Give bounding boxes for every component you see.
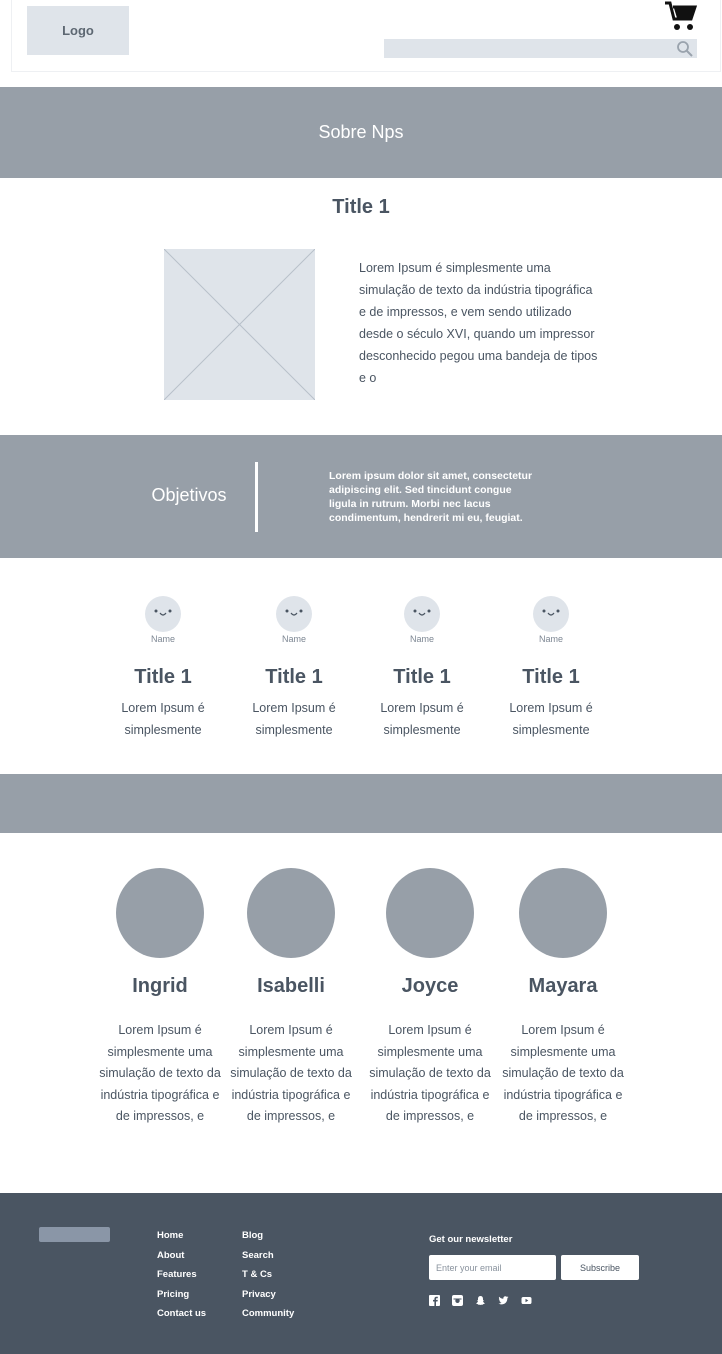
feature-card: Name Title 1 Lorem Ipsum é simplesmente bbox=[98, 596, 228, 741]
member-text: Lorem Ipsum é simplesmente uma simulação… bbox=[230, 1023, 352, 1123]
snapchat-icon[interactable] bbox=[475, 1295, 486, 1306]
instagram-icon[interactable] bbox=[452, 1295, 463, 1306]
footer-link-community[interactable]: Community bbox=[242, 1308, 295, 1319]
site-footer: Home About Features Pricing Contact us B… bbox=[0, 1193, 722, 1354]
twitter-icon[interactable] bbox=[498, 1295, 509, 1306]
footer-link-features[interactable]: Features bbox=[157, 1269, 197, 1280]
objectives-divider bbox=[255, 462, 258, 532]
divider-band bbox=[0, 774, 722, 833]
shopping-cart-icon[interactable] bbox=[663, 0, 697, 32]
subscribe-button[interactable]: Subscribe bbox=[561, 1255, 639, 1280]
team-member: Isabelli Lorem Ipsum é simplesmente uma … bbox=[227, 868, 355, 1128]
newsletter-label: Get our newsletter bbox=[429, 1234, 513, 1245]
footer-link-contact[interactable]: Contact us bbox=[157, 1308, 207, 1319]
image-placeholder bbox=[164, 249, 315, 400]
feature-name: Name bbox=[281, 634, 306, 644]
team-member: Ingrid Lorem Ipsum é simplesmente uma si… bbox=[96, 868, 224, 1128]
avatar bbox=[247, 868, 335, 958]
avatar bbox=[404, 596, 440, 632]
avatar bbox=[276, 596, 312, 632]
footer-logo[interactable] bbox=[39, 1227, 110, 1242]
footer-link-blog[interactable]: Blog bbox=[242, 1230, 264, 1241]
feature-title: Title 1 bbox=[522, 666, 580, 688]
avatar bbox=[519, 868, 607, 958]
feature-name: Name bbox=[409, 634, 434, 644]
footer-link-about[interactable]: About bbox=[157, 1249, 185, 1261]
footer-link-pricing[interactable]: Pricing bbox=[157, 1288, 190, 1300]
search-input[interactable] bbox=[384, 39, 697, 58]
member-name: Joyce bbox=[401, 975, 459, 997]
search-icon[interactable] bbox=[676, 40, 694, 57]
face-icon bbox=[154, 609, 172, 616]
avatar bbox=[386, 868, 474, 958]
feature-text: Lorem Ipsum é simplesmente bbox=[380, 701, 464, 737]
about-title: Title 1 bbox=[332, 196, 390, 218]
member-name: Ingrid bbox=[132, 975, 188, 997]
youtube-icon[interactable] bbox=[521, 1295, 532, 1306]
footer-link-terms[interactable]: T & Cs bbox=[242, 1269, 273, 1280]
member-name: Isabelli bbox=[257, 975, 325, 997]
objectives-band bbox=[0, 435, 722, 558]
about-text: Lorem Ipsum é simplesmente uma simulação… bbox=[359, 261, 598, 385]
feature-text: Lorem Ipsum é simplesmente bbox=[509, 701, 593, 737]
social-links bbox=[429, 1295, 532, 1306]
objectives-text: Lorem ipsum dolor sit amet, consectetur … bbox=[329, 470, 533, 524]
feature-title: Title 1 bbox=[393, 666, 451, 688]
feature-card: Name Title 1 Lorem Ipsum é simplesmente bbox=[486, 596, 616, 741]
avatar bbox=[145, 596, 181, 632]
feature-text: Lorem Ipsum é simplesmente bbox=[121, 701, 205, 737]
objectives-title: Objetivos bbox=[151, 485, 227, 505]
facebook-icon[interactable] bbox=[429, 1295, 440, 1306]
feature-title: Title 1 bbox=[134, 666, 192, 688]
footer-link-search[interactable]: Search bbox=[242, 1249, 274, 1261]
footer-links-secondary: Blog Search T & Cs Privacy Community bbox=[242, 1226, 294, 1324]
site-header: Logo bbox=[11, 0, 721, 72]
footer-links-primary: Home About Features Pricing Contact us bbox=[157, 1226, 206, 1324]
face-icon bbox=[413, 609, 431, 616]
member-name: Mayara bbox=[528, 975, 598, 997]
avatar bbox=[533, 596, 569, 632]
avatar bbox=[116, 868, 204, 958]
logo[interactable]: Logo bbox=[27, 6, 129, 55]
feature-title: Title 1 bbox=[265, 666, 323, 688]
feature-name: Name bbox=[150, 634, 175, 644]
member-text: Lorem Ipsum é simplesmente uma simulação… bbox=[99, 1023, 221, 1123]
feature-text: Lorem Ipsum é simplesmente bbox=[252, 701, 336, 737]
face-icon bbox=[542, 609, 560, 616]
feature-card: Name Title 1 Lorem Ipsum é simplesmente bbox=[357, 596, 487, 741]
hero-band: Sobre Nps bbox=[0, 87, 722, 178]
footer-link-home[interactable]: Home bbox=[157, 1230, 184, 1241]
feature-name: Name bbox=[538, 634, 563, 644]
member-text: Lorem Ipsum é simplesmente uma simulação… bbox=[502, 1023, 624, 1123]
footer-link-privacy[interactable]: Privacy bbox=[242, 1288, 276, 1300]
email-field[interactable] bbox=[429, 1255, 556, 1280]
hero-title: Sobre Nps bbox=[318, 122, 404, 142]
feature-card: Name Title 1 Lorem Ipsum é simplesmente bbox=[229, 596, 359, 741]
member-text: Lorem Ipsum é simplesmente uma simulação… bbox=[369, 1023, 491, 1123]
team-member: Mayara Lorem Ipsum é simplesmente uma si… bbox=[499, 868, 627, 1128]
team-member: Joyce Lorem Ipsum é simplesmente uma sim… bbox=[366, 868, 494, 1128]
face-icon bbox=[285, 609, 303, 616]
